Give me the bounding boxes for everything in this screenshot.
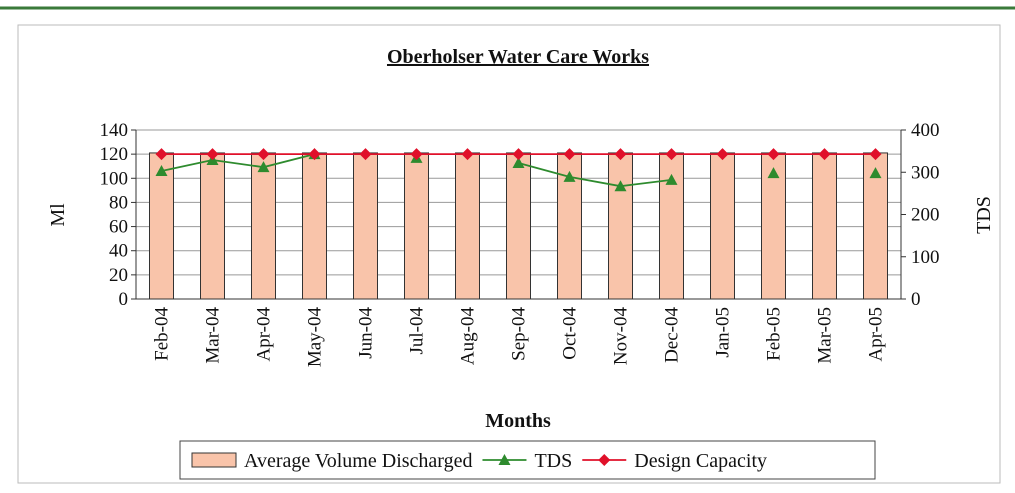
x-tick-group: Dec-04	[662, 307, 683, 363]
x-tick-group: Apr-05	[866, 307, 887, 362]
line-marker	[410, 148, 423, 161]
bar	[302, 152, 327, 300]
chart-frame	[17, 24, 1001, 484]
y2-tick-label: 0	[911, 289, 921, 310]
y-tick-label: 120	[100, 144, 129, 165]
x-tick-group: Mar-04	[203, 307, 224, 364]
x-tick-label: May-04	[305, 307, 326, 368]
y-tick-label: 60	[109, 217, 128, 238]
x-tick-label: Jan-05	[713, 307, 734, 358]
line-marker	[563, 170, 576, 182]
x-tick-label: Jun-04	[356, 307, 377, 359]
y-tick-label: 140	[100, 120, 129, 141]
x-tick-label: Feb-05	[764, 307, 785, 361]
y-tick-label: 0	[119, 289, 129, 310]
x-tick-group: Apr-04	[254, 307, 275, 362]
x-tick-label: Dec-04	[662, 307, 683, 363]
bar	[200, 152, 225, 300]
legend-label: TDS	[534, 450, 572, 472]
legend-swatch	[191, 452, 237, 468]
line-marker	[767, 167, 780, 179]
x-axis-label: Months	[485, 410, 551, 432]
line-marker	[767, 148, 780, 161]
line-marker	[155, 148, 168, 161]
line-marker	[512, 156, 525, 168]
x-tick-label: Jul-04	[407, 307, 428, 355]
y2-axis-label: TDS	[973, 196, 995, 234]
line-marker	[257, 161, 270, 173]
x-tick-label: Sep-04	[509, 307, 530, 361]
bar	[251, 152, 276, 300]
legend-label: Average Volume Discharged	[244, 450, 472, 472]
x-tick-label: Mar-05	[815, 307, 836, 364]
bar	[404, 152, 429, 300]
x-tick-label: Feb-04	[152, 307, 173, 361]
x-tick-label: Apr-05	[866, 307, 887, 362]
line-marker	[359, 148, 372, 161]
bar	[608, 152, 633, 300]
x-tick-group: Mar-05	[815, 307, 836, 364]
bar	[353, 152, 378, 300]
line-marker	[665, 173, 678, 185]
y2-tick-label: 200	[911, 205, 940, 226]
line-marker	[869, 148, 882, 161]
line-marker	[869, 167, 882, 179]
x-tick-group: Jul-04	[407, 307, 428, 355]
chart-title: Oberholser Water Care Works	[387, 46, 649, 68]
x-tick-group: Aug-04	[458, 307, 479, 366]
line-marker	[308, 148, 321, 161]
bar	[506, 152, 531, 300]
line-marker	[563, 148, 576, 161]
y-tick-label: 40	[109, 241, 128, 262]
line-marker	[665, 148, 678, 161]
line-marker	[257, 148, 270, 161]
line-marker	[818, 148, 831, 161]
y2-tick-label: 300	[911, 162, 940, 183]
x-tick-group: Nov-04	[611, 307, 632, 366]
line-marker	[598, 454, 611, 466]
line-marker	[614, 180, 627, 192]
x-tick-label: Apr-04	[254, 307, 275, 362]
y-tick-label: 100	[100, 168, 129, 189]
y2-tick-label: 100	[911, 247, 940, 268]
x-tick-group: Jan-05	[713, 307, 734, 358]
legend-box	[179, 440, 876, 480]
x-tick-group: Oct-04	[560, 307, 581, 360]
x-tick-label: Nov-04	[611, 307, 632, 366]
bar	[455, 152, 480, 300]
y-tick-label: 80	[109, 192, 128, 213]
bar	[812, 152, 837, 300]
x-tick-group: May-04	[305, 307, 326, 368]
x-tick-group: Feb-05	[764, 307, 785, 361]
line-marker	[614, 148, 627, 161]
x-tick-group: Sep-04	[509, 307, 530, 361]
y2-tick-label: 400	[911, 120, 940, 141]
line-marker	[512, 148, 525, 161]
line-marker	[155, 164, 168, 176]
bar	[710, 152, 735, 300]
x-tick-group: Jun-04	[356, 307, 377, 359]
line-marker	[206, 148, 219, 161]
y-axis-label: Ml	[47, 203, 69, 227]
legend-label: Design Capacity	[634, 450, 767, 472]
x-tick-group: Feb-04	[152, 307, 173, 361]
x-tick-label: Mar-04	[203, 307, 224, 364]
x-tick-label: Aug-04	[458, 307, 479, 366]
y-tick-label: 20	[109, 265, 128, 286]
x-tick-label: Oct-04	[560, 307, 581, 360]
line-marker	[461, 148, 474, 161]
bar	[149, 152, 174, 300]
line-marker	[498, 454, 511, 465]
line-marker	[716, 148, 729, 161]
